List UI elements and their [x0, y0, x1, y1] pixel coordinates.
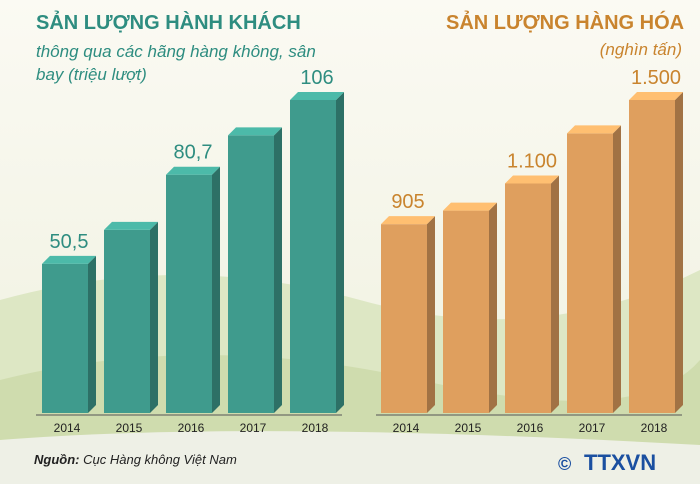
source-label: Nguồn:	[34, 452, 80, 467]
ground	[0, 431, 700, 484]
bar-side	[212, 166, 220, 413]
bar-top	[290, 92, 344, 100]
bar-top	[629, 92, 683, 100]
bar-front	[381, 224, 427, 413]
x-tick-label: 2015	[116, 421, 143, 435]
bar-top	[505, 175, 559, 184]
bar-top	[104, 221, 158, 230]
bar-front	[104, 229, 150, 413]
bar-front	[443, 210, 489, 413]
x-tick-label: 2014	[54, 421, 81, 435]
bar-side	[551, 175, 559, 413]
title-2: SẢN LƯỢNG HÀNG HÓA	[446, 12, 685, 34]
value-label: 905	[391, 191, 424, 213]
bar-side	[150, 221, 158, 413]
x-tick-label: 2016	[178, 421, 205, 435]
x-tick-label: 2018	[641, 421, 668, 435]
bar-front	[567, 133, 613, 414]
value-label: 1.500	[631, 67, 681, 89]
bar-top	[228, 127, 282, 136]
subtitle-2: (nghìn tấn)	[599, 40, 682, 59]
bar	[228, 127, 282, 413]
x-tick-label: 2017	[240, 421, 267, 435]
x-tick-label: 2017	[579, 421, 606, 435]
source-text: Cục Hàng không Việt Nam	[83, 452, 237, 467]
bar-side	[675, 92, 683, 413]
x-tick-label: 2014	[393, 421, 420, 435]
bar-top	[567, 125, 621, 134]
source: Nguồn: Cục Hàng không Việt Nam	[34, 452, 237, 467]
bar-side	[274, 127, 282, 413]
bar-side	[613, 125, 621, 414]
bar-top	[381, 216, 435, 225]
title-1: SẢN LƯỢNG HÀNH KHÁCH	[36, 12, 301, 34]
credit: TTXVN	[584, 450, 656, 475]
bar	[505, 175, 559, 413]
bar-front	[629, 100, 675, 413]
value-label: 106	[300, 67, 333, 89]
copyright: ©	[558, 454, 571, 474]
bar-front	[166, 174, 212, 413]
bar	[42, 255, 96, 413]
bar	[381, 216, 435, 413]
x-tick-label: 2015	[455, 421, 482, 435]
bar	[629, 92, 683, 413]
bar-side	[427, 216, 435, 413]
x-tick-label: 2018	[302, 421, 329, 435]
bar-top	[443, 202, 497, 211]
bar-front	[290, 100, 336, 413]
x-tick-label: 2016	[517, 421, 544, 435]
bar	[104, 221, 158, 413]
bar	[567, 125, 621, 414]
subtitle-1: thông qua các hãng hàng không, sân bay (…	[36, 42, 316, 84]
bar-top	[166, 166, 220, 175]
bar	[443, 202, 497, 413]
bar-side	[88, 255, 96, 413]
bar	[166, 166, 220, 413]
bar-front	[228, 135, 274, 413]
bar-side	[336, 92, 344, 413]
bar-top	[42, 255, 96, 264]
value-label: 80,7	[174, 142, 213, 164]
bar-front	[505, 183, 551, 413]
value-label: 50,5	[50, 231, 89, 253]
bar-side	[489, 202, 497, 413]
bar-front	[42, 263, 88, 413]
bar	[290, 92, 344, 413]
value-label: 1.100	[507, 150, 557, 172]
